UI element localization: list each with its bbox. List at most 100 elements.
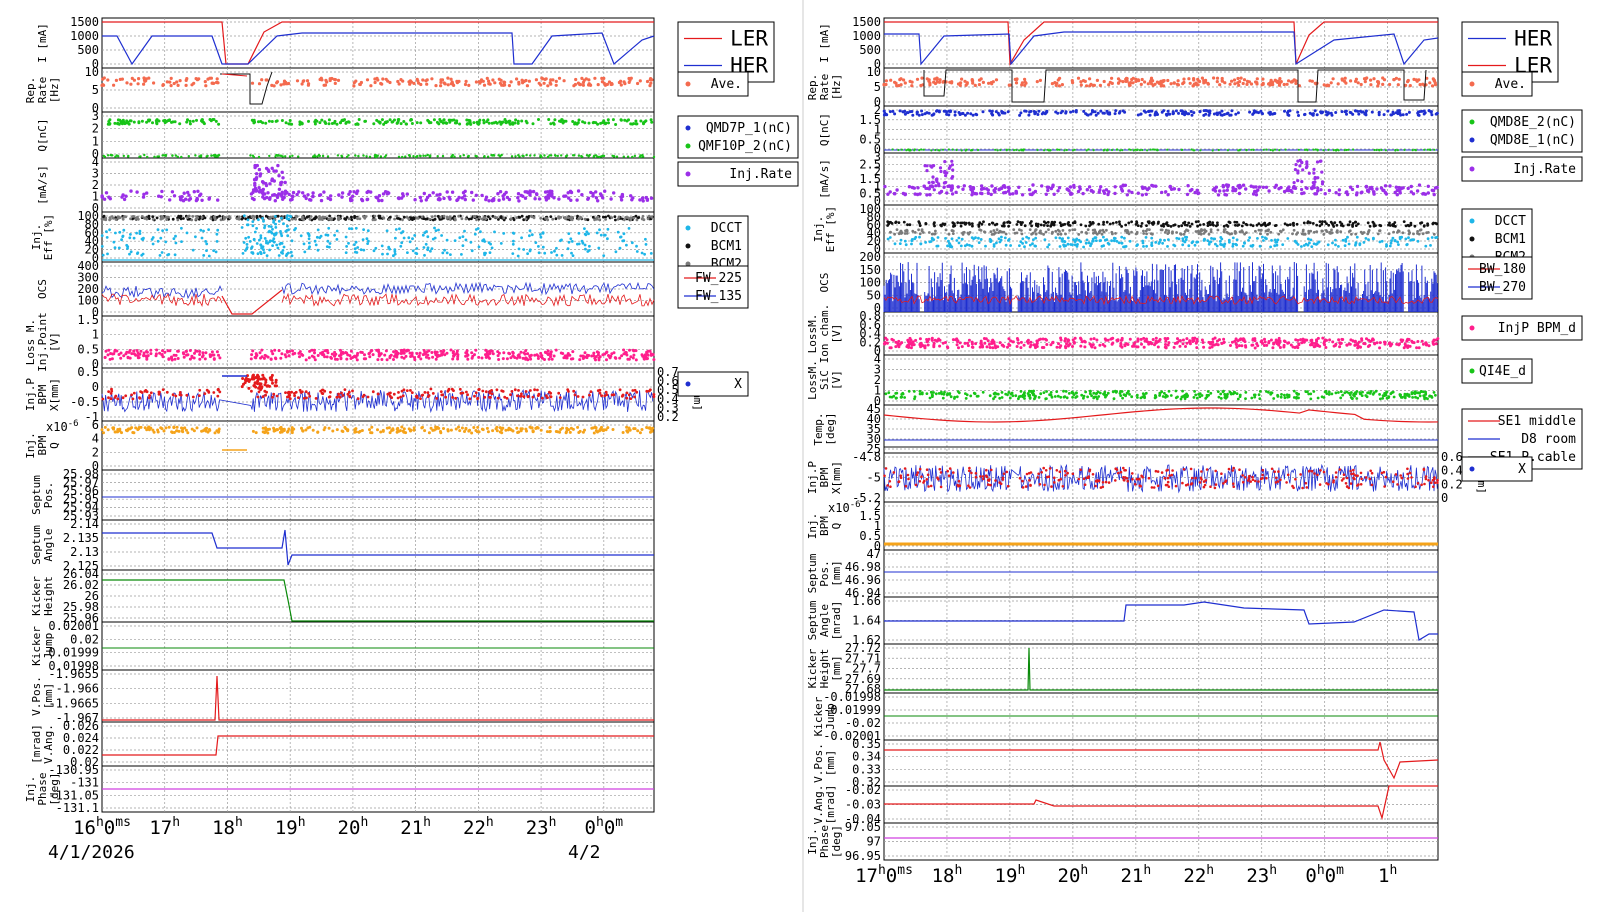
data-point	[1227, 112, 1230, 115]
data-point	[290, 391, 293, 394]
data-point	[369, 190, 372, 193]
data-point	[309, 218, 312, 221]
data-point	[567, 247, 570, 250]
data-point	[1064, 112, 1067, 115]
data-point	[537, 118, 540, 121]
data-point	[882, 83, 885, 86]
data-point	[311, 195, 314, 198]
data-point	[548, 154, 550, 156]
data-point	[1360, 191, 1363, 194]
data-point	[988, 223, 991, 226]
data-point	[570, 358, 573, 361]
data-point	[279, 357, 282, 360]
data-point	[625, 429, 628, 432]
data-point	[146, 156, 148, 158]
data-point	[251, 349, 254, 352]
data-point	[410, 118, 413, 121]
data-point	[1242, 184, 1245, 187]
data-point	[1366, 189, 1369, 192]
legend-dot-marker	[1470, 369, 1475, 374]
data-point	[292, 428, 295, 431]
data-point	[1213, 187, 1216, 190]
data-point	[261, 217, 264, 220]
data-point	[574, 78, 577, 81]
data-point	[555, 349, 558, 352]
data-point	[345, 236, 348, 239]
data-point	[944, 181, 947, 184]
data-point	[105, 191, 108, 194]
data-point	[910, 149, 912, 151]
data-point	[587, 218, 590, 221]
data-point	[122, 229, 125, 232]
data-point	[415, 247, 418, 250]
data-point	[1378, 111, 1381, 114]
data-point	[346, 429, 349, 432]
data-point	[999, 149, 1001, 151]
data-point	[590, 355, 593, 358]
data-point	[153, 431, 156, 434]
data-point	[284, 391, 287, 394]
data-point	[376, 78, 379, 81]
data-point	[251, 197, 254, 200]
data-point	[511, 155, 513, 157]
data-point	[307, 392, 310, 395]
data-point	[411, 122, 414, 125]
data-point	[1428, 81, 1431, 84]
data-point	[135, 232, 138, 235]
x-tick-label: 17h	[149, 815, 180, 839]
data-point	[930, 166, 933, 169]
data-point	[951, 163, 954, 166]
data-point	[252, 378, 255, 381]
data-point	[177, 357, 180, 360]
data-point	[901, 149, 903, 151]
data-point	[182, 351, 185, 354]
data-point	[369, 84, 372, 87]
data-point	[1054, 111, 1057, 114]
data-point	[482, 80, 485, 83]
data-point	[502, 121, 505, 124]
data-point	[407, 236, 410, 239]
data-point	[1311, 80, 1314, 83]
data-point	[298, 218, 301, 221]
data-point	[201, 216, 204, 219]
data-point	[165, 426, 168, 429]
data-point	[398, 82, 401, 85]
data-point	[520, 393, 523, 396]
data-point	[285, 121, 288, 124]
data-point	[250, 390, 253, 393]
data-point	[476, 155, 478, 157]
data-point	[614, 357, 617, 360]
data-point	[558, 120, 561, 123]
data-point	[523, 395, 526, 398]
data-point	[419, 352, 422, 355]
legend-dot-marker	[1470, 326, 1475, 331]
legend-entry: QMD7P_1(nC)	[706, 121, 792, 136]
data-point	[347, 393, 350, 396]
data-point	[198, 389, 201, 392]
data-point	[216, 395, 219, 398]
data-point	[942, 149, 944, 151]
data-point	[470, 432, 473, 435]
data-point	[301, 191, 304, 194]
data-point	[264, 381, 267, 384]
data-point	[1114, 185, 1117, 188]
data-point	[604, 216, 607, 219]
data-point	[897, 84, 900, 87]
data-point	[951, 192, 954, 195]
data-point	[958, 111, 961, 114]
data-point	[337, 393, 340, 396]
data-point	[1300, 188, 1303, 191]
data-point	[613, 155, 615, 157]
data-point	[274, 215, 277, 218]
data-point	[1021, 149, 1023, 151]
y-axis-label: Q[nC]	[818, 113, 831, 146]
data-point	[352, 84, 355, 87]
data-point	[1423, 149, 1425, 151]
data-point	[653, 156, 655, 158]
data-point	[202, 121, 205, 124]
data-point	[296, 215, 299, 218]
data-point	[427, 395, 430, 398]
data-point	[557, 155, 559, 157]
data-point	[430, 77, 433, 80]
data-point	[489, 392, 492, 395]
